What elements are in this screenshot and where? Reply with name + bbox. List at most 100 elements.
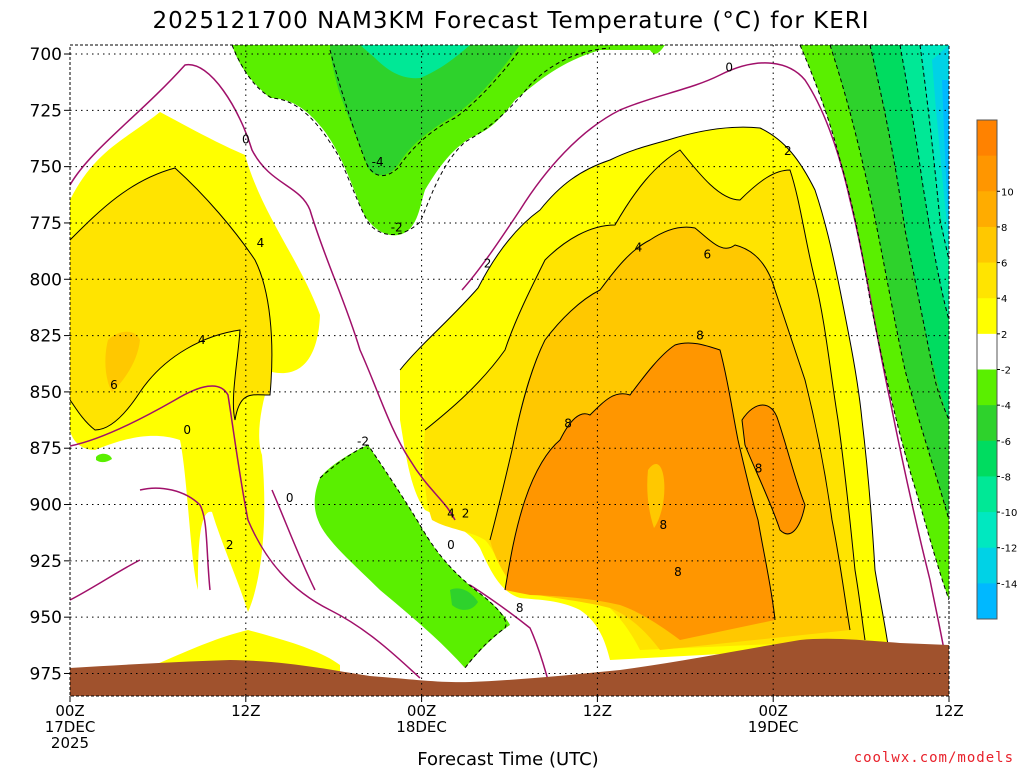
- cold-spot-tiny: [96, 453, 112, 463]
- contour-label: 8: [674, 565, 682, 579]
- y-tick-label: 725: [30, 101, 62, 121]
- zero-contour-left-low: [70, 559, 141, 601]
- x-tick-label: 00Z: [55, 702, 84, 720]
- contour-label: 2: [226, 538, 234, 552]
- warm-spot-left: [105, 331, 140, 392]
- y-tick-label: 900: [30, 496, 62, 516]
- contour-label: -2: [391, 220, 403, 234]
- x-tick-label: 00Z: [407, 702, 436, 720]
- y-tick-label: 950: [30, 608, 62, 628]
- zero-contour-lower: [271, 489, 316, 591]
- cold-region-right-7: [942, 80, 949, 220]
- legend-label: -12: [1001, 544, 1017, 555]
- neg-contour-upper-2: [329, 49, 521, 176]
- contour-label: 4: [635, 241, 643, 255]
- pos-contour-dome-6: [489, 226, 851, 631]
- contour-label: 2: [462, 507, 470, 521]
- temperature-fields: [70, 45, 949, 675]
- contour-label: 4: [257, 236, 265, 250]
- contour-label: 2: [784, 144, 792, 158]
- neg-contour-upper: [231, 45, 611, 235]
- cold-region-upper-core: [360, 45, 470, 79]
- contour-label: 0: [725, 61, 733, 75]
- x-tick-label: 12Z: [934, 702, 963, 720]
- pos-contour-dome-4: [424, 149, 866, 641]
- contour-label: -2: [357, 434, 369, 448]
- neg-contour-right-2: [829, 45, 949, 521]
- contour-label: 4: [447, 507, 455, 521]
- y-tick-label: 875: [30, 439, 62, 459]
- legend-label: -8: [1001, 472, 1011, 483]
- x-tick-label: 12Z: [583, 702, 612, 720]
- legend-swatch: [977, 476, 997, 513]
- legend-label: 2: [1001, 330, 1007, 341]
- cold-region-lower: [314, 445, 510, 668]
- y-tick-label: 700: [30, 45, 62, 65]
- pos-contour-dome-2: [399, 126, 889, 646]
- contour-label: 6: [110, 378, 118, 392]
- legend-swatch: [977, 333, 997, 370]
- zero-contour-upper-right: [461, 62, 949, 681]
- zero-contour-upper: [70, 64, 456, 521]
- legend-label: -6: [1001, 437, 1011, 448]
- legend-swatch: [977, 405, 997, 442]
- ground-terrain: [70, 638, 949, 696]
- y-tick-label: 750: [30, 158, 62, 178]
- legend-label: 8: [1001, 223, 1007, 234]
- y-tick-label: 825: [30, 327, 62, 347]
- contour-label: 4: [198, 333, 206, 347]
- legend-swatch: [977, 226, 997, 264]
- legend-swatch: [977, 191, 997, 228]
- credit-text[interactable]: coolwx.com/models: [854, 750, 1014, 766]
- y-tick-label: 850: [30, 383, 62, 403]
- legend-swatch: [977, 440, 997, 477]
- contour-label: 8: [564, 416, 572, 430]
- cold-region-upper-inner: [330, 45, 520, 176]
- x-tick-label: 19DEC: [748, 718, 799, 736]
- contour-label: 8: [660, 518, 668, 532]
- contour-label: 8: [755, 461, 763, 475]
- legend-swatch: [977, 298, 997, 335]
- neg-contour-right-4: [899, 45, 949, 321]
- contour-label: 2: [484, 257, 492, 271]
- legend-swatch: [977, 262, 997, 299]
- grid-lines: [70, 45, 949, 696]
- neg-contour-right: [799, 45, 949, 601]
- x-axis-label: Forecast Time (UTC): [417, 749, 598, 768]
- legend-swatch: [977, 120, 997, 157]
- x-tick-label: 00Z: [759, 702, 788, 720]
- x-tick-label: 18DEC: [396, 718, 447, 736]
- legend-swatch: [977, 583, 997, 620]
- legend-label: 4: [1001, 294, 1007, 305]
- contour-label: 0: [447, 538, 455, 552]
- contour-label: 8: [696, 329, 704, 343]
- y-tick-label: 975: [30, 664, 62, 684]
- legend-swatch: [977, 547, 997, 584]
- contour-label: 6: [703, 247, 711, 261]
- neg-contour-lower: [319, 444, 507, 669]
- pos-contour-spot: [741, 404, 806, 535]
- neg-contour-right-5: [919, 45, 949, 261]
- legend-label: -14: [1001, 579, 1017, 590]
- cold-spot-lower: [450, 588, 478, 610]
- color-legend: -14 -12 -10 -8 -6 -4 -2 2 4 6 8 10: [976, 119, 1017, 620]
- legend-label: -10: [1001, 508, 1017, 519]
- zero-contour-left: [70, 385, 421, 679]
- chart-title: 2025121700 NAM3KM Forecast Temperature (…: [152, 8, 869, 34]
- legend-swatch: [977, 512, 997, 549]
- legend-swatch: [977, 155, 997, 192]
- contour-label: 8: [516, 601, 524, 615]
- warm-spot-center: [647, 464, 665, 528]
- warm-dome-8: [505, 342, 775, 640]
- y-tick-label: 925: [30, 552, 62, 572]
- contour-lines: [70, 45, 949, 681]
- pos-contour-left: [70, 167, 273, 431]
- pos-contour-dome-8: [504, 342, 776, 621]
- x-tick-label: 17DEC: [45, 718, 96, 736]
- contour-label: 0: [183, 423, 191, 437]
- neg-contour-right-3: [869, 45, 949, 421]
- warm-spot-tiny: [248, 349, 262, 377]
- contour-label: 0: [286, 491, 294, 505]
